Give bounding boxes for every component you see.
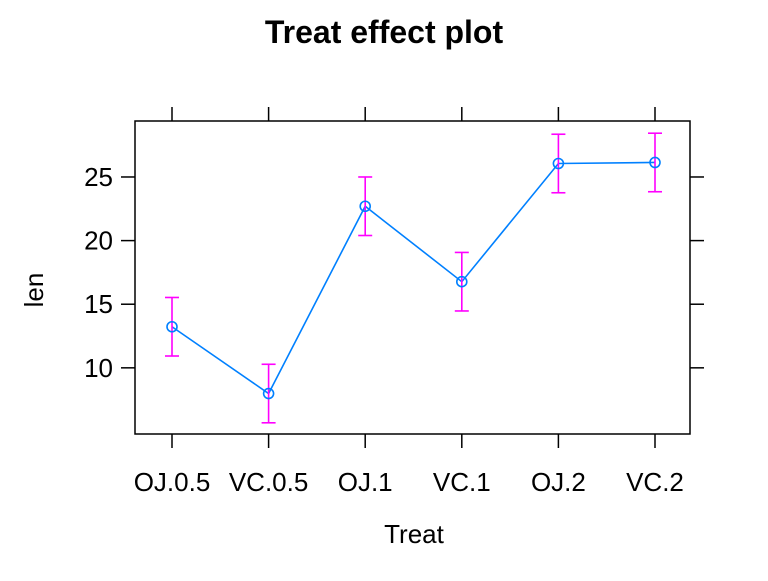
data-point: [166, 320, 178, 333]
x-tick-label: VC.0.5: [229, 467, 309, 497]
y-tick-label: 10: [84, 353, 113, 383]
data-point: [552, 157, 565, 170]
chart-title: Treat effect plot: [265, 14, 504, 50]
y-axis-label: len: [19, 273, 49, 308]
y-tick-label: 15: [84, 289, 113, 319]
x-tick-label: VC.2: [626, 467, 684, 497]
axis-ticks: [121, 107, 704, 448]
x-tick-label: OJ.2: [531, 467, 586, 497]
data-point: [649, 156, 661, 169]
x-axis-label: Treat: [384, 519, 444, 549]
data-point: [359, 200, 372, 213]
x-tick-label: OJ.0.5: [134, 467, 211, 497]
series-layer: [165, 132, 662, 424]
y-tick-label: 25: [84, 162, 113, 192]
x-tick-label: OJ.1: [338, 467, 393, 497]
data-point: [455, 275, 468, 288]
x-tick-label: VC.1: [433, 467, 491, 497]
x-tick-labels: OJ.0.5 VC.0.5 OJ.1 VC.1 OJ.2 VC.2: [134, 467, 684, 497]
series-line: [171, 161, 656, 395]
plot-frame: [134, 120, 691, 435]
y-tick-label: 20: [84, 226, 113, 256]
data-point: [262, 387, 275, 400]
y-tick-labels: 10 15 20 25: [84, 162, 113, 383]
